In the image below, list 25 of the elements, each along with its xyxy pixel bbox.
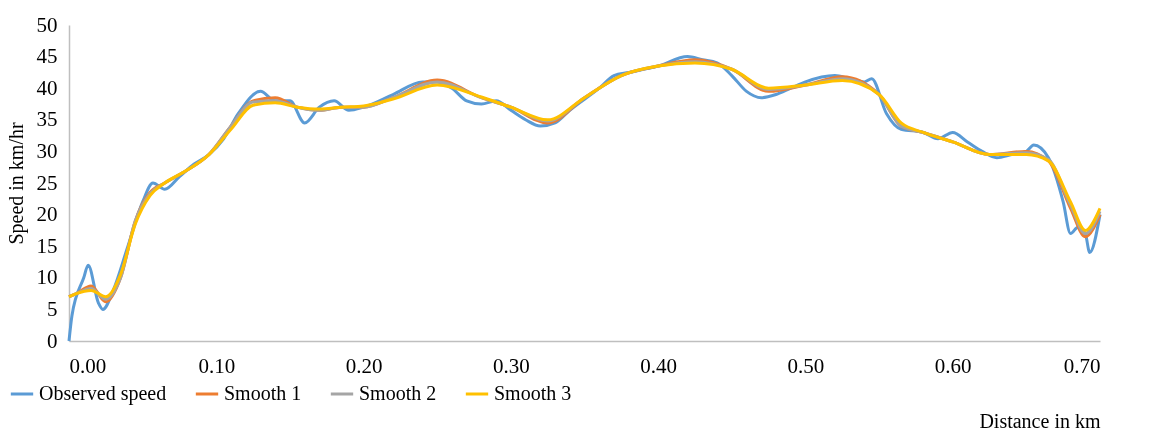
y-tick-label: 20 <box>36 202 58 227</box>
y-axis-title: Speed in km/hr <box>4 122 28 245</box>
y-tick-label: 30 <box>36 138 58 163</box>
legend-label: Smooth 1 <box>224 382 302 404</box>
y-tick-label: 10 <box>36 265 58 290</box>
y-tick-label: 50 <box>36 12 58 37</box>
x-tick-label: 0.10 <box>198 353 236 378</box>
y-tick-label: 25 <box>36 170 58 195</box>
x-tick-label: 0.20 <box>345 353 383 378</box>
legend-label: Observed speed <box>39 382 167 405</box>
x-tick-label: 0.00 <box>69 353 107 378</box>
y-tick-label: 5 <box>47 296 58 321</box>
y-tick-label: 15 <box>36 233 58 258</box>
x-axis-title: Distance in km <box>979 409 1101 432</box>
x-tick-label: 0.30 <box>492 353 530 378</box>
x-tick-label: 0.60 <box>934 353 972 378</box>
x-tick-label: 0.40 <box>640 353 678 378</box>
y-tick-label: 35 <box>36 107 58 132</box>
y-tick-label: 40 <box>36 75 58 100</box>
y-tick-label: 45 <box>36 44 58 69</box>
legend-label: Smooth 3 <box>494 382 572 404</box>
x-tick-label: 0.50 <box>787 353 825 378</box>
x-tick-label: 0.70 <box>1063 353 1101 378</box>
legend-label: Smooth 2 <box>359 382 437 404</box>
y-tick-label: 0 <box>47 328 58 353</box>
